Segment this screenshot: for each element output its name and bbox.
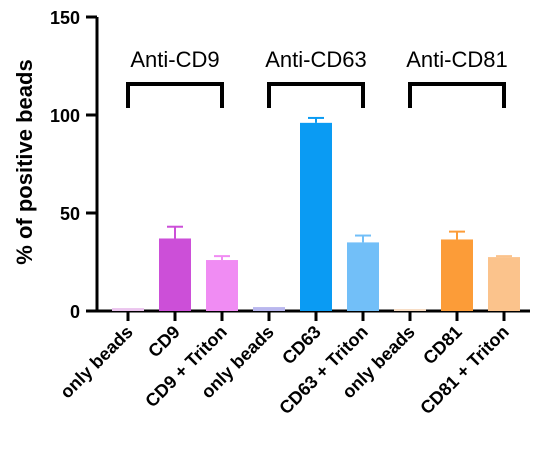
bar xyxy=(253,307,285,311)
group-bracket xyxy=(408,82,506,108)
x-tick-label: CD9 xyxy=(144,322,184,362)
x-tick-label: only beads xyxy=(56,322,137,403)
y-tick-label: 100 xyxy=(50,106,80,126)
bar xyxy=(159,238,191,311)
group-brackets: Anti-CD9 Anti-CD63 Anti-CD81 xyxy=(126,47,508,108)
bar xyxy=(347,242,379,311)
bar xyxy=(441,239,473,311)
group-label: Anti-CD9 xyxy=(130,47,219,72)
bars xyxy=(112,122,520,311)
x-tick-label: CD9 + Triton xyxy=(141,322,230,411)
bar xyxy=(206,260,238,311)
error-bars xyxy=(167,116,512,261)
group-bracket xyxy=(267,82,365,108)
bar xyxy=(394,309,426,311)
y-ticks: 0 50 100 150 xyxy=(50,8,97,322)
y-axis-label: % of positive beads xyxy=(12,59,37,264)
y-tick-label: 50 xyxy=(60,204,80,224)
group-bracket xyxy=(126,82,224,108)
group-label: Anti-CD81 xyxy=(406,47,507,72)
group-label: Anti-CD63 xyxy=(265,47,366,72)
bar xyxy=(112,308,144,311)
bar xyxy=(300,122,332,311)
bar xyxy=(488,257,520,311)
y-tick-label: 0 xyxy=(70,302,80,322)
y-tick-label: 150 xyxy=(50,8,80,28)
